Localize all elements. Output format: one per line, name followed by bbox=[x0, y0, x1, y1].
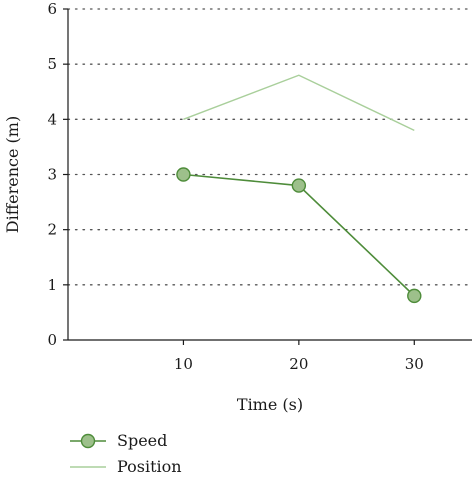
series bbox=[176, 74, 422, 304]
legend-marker-speed bbox=[80, 433, 96, 449]
x-tick-label: 30 bbox=[405, 355, 424, 373]
y-tick-label: 6 bbox=[47, 0, 57, 18]
y-tick-label: 2 bbox=[47, 221, 57, 239]
y-tick-label: 4 bbox=[47, 110, 57, 128]
x-tick-label: 10 bbox=[174, 355, 193, 373]
grid-lines bbox=[67, 8, 473, 286]
x-axis-title: Time (s) bbox=[237, 395, 303, 414]
y-tick-label: 0 bbox=[47, 331, 57, 349]
legend: Speed Position bbox=[70, 431, 182, 476]
y-tick-label: 3 bbox=[47, 166, 57, 184]
y-tick-label: 1 bbox=[47, 276, 57, 294]
data-point-speed bbox=[407, 288, 422, 304]
data-point-speed bbox=[176, 167, 191, 182]
legend-label-speed: Speed bbox=[117, 431, 167, 450]
tick-labels: 0 1 2 3 4 5 6 10 20 30 bbox=[47, 0, 423, 373]
y-axis-title: Difference (m) bbox=[3, 116, 22, 233]
legend-label-position: Position bbox=[117, 457, 182, 476]
x-tick-label: 20 bbox=[289, 355, 308, 373]
y-tick-label: 5 bbox=[47, 55, 57, 73]
data-point-speed bbox=[291, 178, 307, 193]
series-line-position bbox=[183, 74, 415, 131]
